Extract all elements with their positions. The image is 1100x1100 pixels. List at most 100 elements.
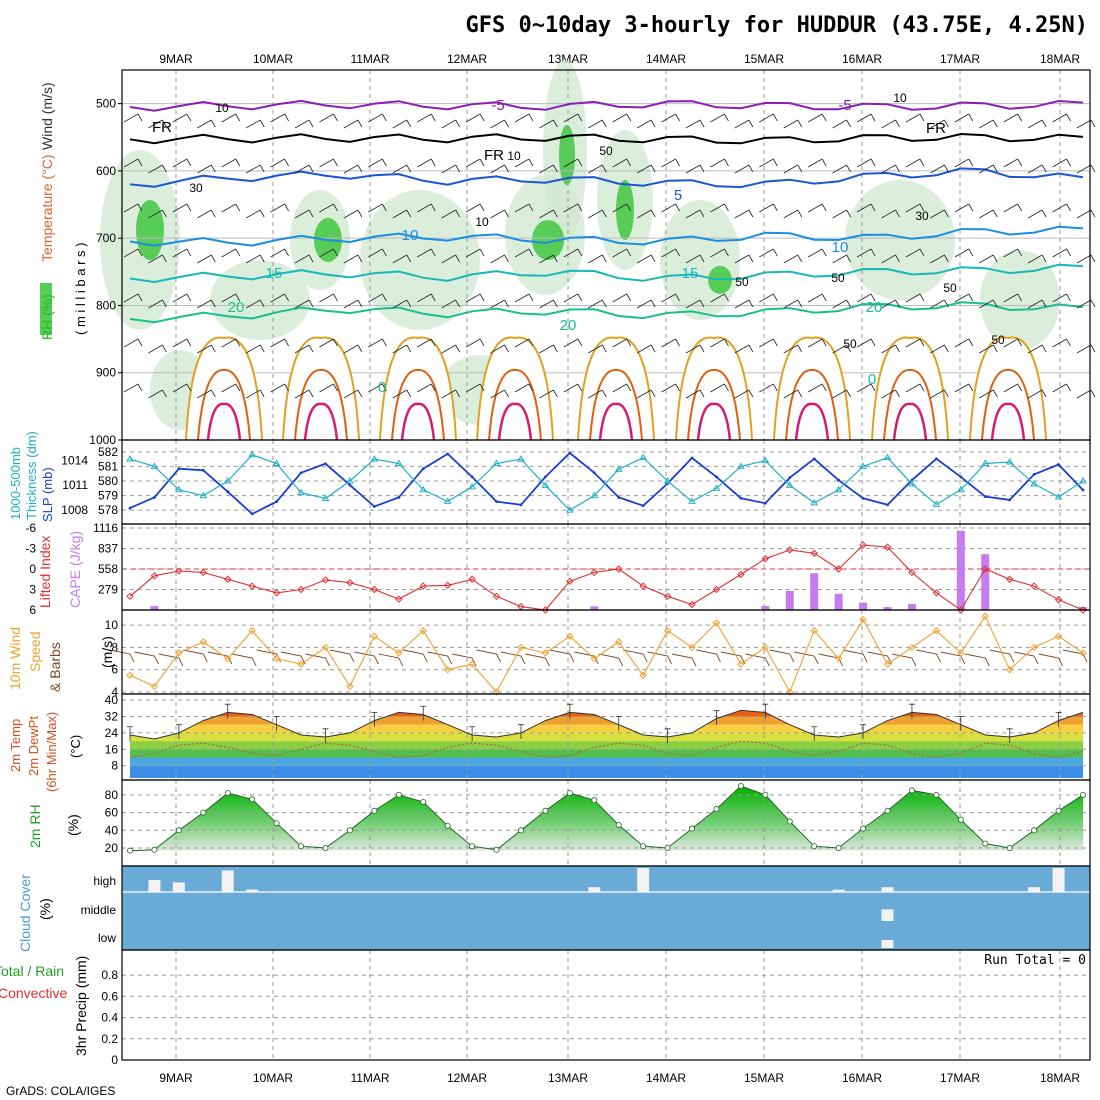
rh-contour-label: 10 xyxy=(475,215,489,229)
cloud-level-label: middle xyxy=(81,903,117,917)
thickness-point xyxy=(517,455,525,462)
wind-barb xyxy=(245,254,265,264)
rh-shading xyxy=(980,250,1060,350)
top-date-label: 10MAR xyxy=(253,52,293,66)
rh-series-line xyxy=(129,785,1084,852)
wind10-panel: 10 8 6 4 xyxy=(105,609,1091,699)
wind-barb xyxy=(881,299,900,309)
wind-speed-point xyxy=(126,671,134,679)
cape-ylabel-cape: CAPE (J/kg) xyxy=(67,531,83,608)
rh-point xyxy=(542,807,549,814)
minmax-whisker xyxy=(908,703,915,719)
top-date-label: 14MAR xyxy=(646,52,686,66)
wind-barb xyxy=(979,164,998,174)
li-point xyxy=(1079,606,1087,614)
wind-barb xyxy=(636,299,656,309)
rh-point xyxy=(517,827,524,834)
wind-barb xyxy=(1027,344,1047,354)
wind-barb xyxy=(954,203,974,213)
wind-barb xyxy=(930,164,949,174)
wind-barb xyxy=(588,299,607,309)
slp-ylabel-2: Thickness (dm) xyxy=(24,431,39,520)
wind-barb xyxy=(417,383,436,393)
wind-barb xyxy=(808,113,827,123)
rh-tick-label: 40 xyxy=(105,823,119,837)
thickness-point xyxy=(126,455,134,462)
wind-speed-point xyxy=(712,619,721,627)
surface-arch-inner xyxy=(197,369,251,441)
cloud-bar xyxy=(881,909,894,921)
wind-barb xyxy=(417,158,436,168)
surface-arch xyxy=(185,336,263,441)
wind-speed-point xyxy=(590,654,598,663)
wind-barb xyxy=(636,119,656,129)
isotherm-label: -5 xyxy=(491,97,504,114)
bottom-date-label: 16MAR xyxy=(842,1071,882,1085)
temp-band xyxy=(130,765,1083,778)
temp-ylabel-2: 2m DewPt xyxy=(26,716,41,776)
rh-high-shading xyxy=(616,180,634,240)
wind-barb xyxy=(930,209,949,219)
wind-barb xyxy=(905,158,925,168)
rh-point xyxy=(860,825,867,832)
wind-barb xyxy=(270,383,289,393)
cloud-background xyxy=(122,866,1090,950)
precip-ylabel-1: Total / Rain xyxy=(0,963,64,979)
surface-arch xyxy=(282,336,360,441)
wind-barb xyxy=(734,389,754,399)
wind-barb xyxy=(221,293,241,303)
wind-barb xyxy=(197,389,216,399)
surface-arch xyxy=(577,336,655,441)
rh-contour-label: 50 xyxy=(943,281,957,295)
thickness-point xyxy=(419,485,428,493)
wind-barb xyxy=(392,119,412,129)
wind-speed-point xyxy=(199,638,208,646)
wind-barb xyxy=(270,338,289,348)
li-point xyxy=(395,595,403,603)
slp-ylabel-3: SLP (mb) xyxy=(40,467,55,522)
li-point xyxy=(1005,575,1014,583)
wind-barb xyxy=(417,203,436,213)
minmax-whisker xyxy=(615,716,622,731)
wind-barb xyxy=(368,338,387,348)
wind-barb xyxy=(808,293,827,303)
wind-barb xyxy=(856,293,876,303)
rh-point xyxy=(1080,791,1087,798)
wind-speed-line xyxy=(129,615,1084,694)
slp-point xyxy=(397,496,401,499)
thickness-point xyxy=(810,498,819,506)
wind-barb xyxy=(954,338,974,348)
wind-ylabel-2: Speed xyxy=(27,632,43,672)
surface-wind-barb xyxy=(696,649,721,663)
wind-barb xyxy=(539,254,558,264)
wind-barb xyxy=(1052,293,1071,303)
wind-barb xyxy=(685,119,705,129)
wind-barb xyxy=(1076,119,1096,129)
rh-point xyxy=(689,825,696,832)
thickness-tick-label: 580 xyxy=(98,474,118,488)
wind-barb xyxy=(368,248,387,258)
temp-color-bands xyxy=(130,710,1083,778)
temperature-panel: 40 32 24 16 8 xyxy=(105,693,1091,781)
wind-barb xyxy=(612,158,632,168)
minmax-whisker xyxy=(469,726,476,742)
minmax-whisker xyxy=(371,712,378,727)
rh-point xyxy=(884,807,891,814)
rh-point xyxy=(908,787,915,794)
wind-barb xyxy=(490,299,509,309)
li-point xyxy=(883,543,892,551)
wind-barb xyxy=(832,389,851,399)
wind-barb xyxy=(979,344,998,354)
thickness-point xyxy=(1005,458,1014,465)
wind-barb xyxy=(905,248,925,258)
rh-high-shading xyxy=(559,125,575,185)
thickness-point xyxy=(443,497,452,504)
surface-wind-barb xyxy=(549,649,575,663)
top-date-label: 18MAR xyxy=(1040,52,1080,66)
li-point xyxy=(566,577,574,586)
thickness-point xyxy=(1079,477,1087,484)
minmax-whisker xyxy=(517,724,524,740)
pressure-tick-label: 500 xyxy=(96,97,116,111)
slp-point xyxy=(421,467,425,471)
wind-barb xyxy=(856,383,876,393)
